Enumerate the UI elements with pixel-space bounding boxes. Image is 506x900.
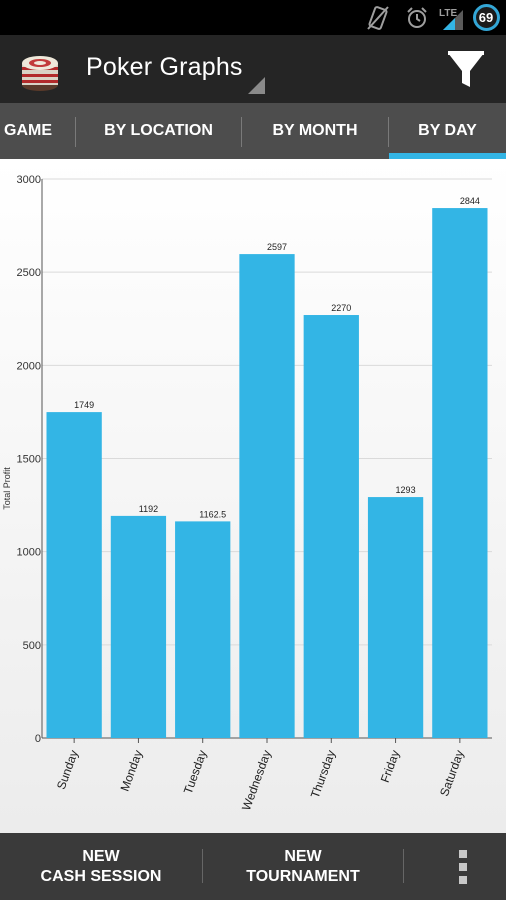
spinner-caret-icon[interactable]: [248, 77, 265, 94]
bar-sunday: [46, 412, 102, 738]
tab-by-day[interactable]: BY DAY: [418, 122, 477, 139]
poker-chips-icon[interactable]: [16, 45, 64, 93]
data-label: 1749: [74, 400, 94, 410]
data-label: 1293: [396, 485, 416, 495]
x-tick-label: Wednesday: [239, 748, 274, 812]
bar-wednesday: [239, 254, 295, 738]
y-tick-label: 500: [23, 640, 41, 652]
vibrate-icon: [362, 0, 394, 35]
bar-tuesday: [175, 521, 231, 738]
battery-level: 69: [472, 4, 500, 31]
new-tournament-line2: TOURNAMENT: [246, 867, 360, 885]
y-tick-label: 3000: [17, 174, 41, 186]
x-tick-label: Friday: [378, 748, 403, 784]
bar-saturday: [432, 208, 488, 738]
tab-by-location[interactable]: BY LOCATION: [104, 122, 213, 139]
signal-icon: LTE: [436, 0, 466, 35]
x-tick-label: Monday: [117, 748, 145, 793]
bar-friday: [367, 497, 424, 738]
bar-monday: [110, 515, 167, 738]
filter-button[interactable]: [444, 47, 488, 93]
y-tick-label: 2500: [17, 267, 41, 279]
new-tournament-line1: NEW: [284, 847, 322, 865]
data-label: 1162.5: [199, 509, 226, 519]
data-label: 2844: [460, 196, 480, 206]
data-label: 2597: [267, 242, 287, 252]
tab-divider: [388, 117, 389, 147]
x-tick-label: Tuesday: [181, 748, 210, 796]
data-label: 1192: [139, 504, 158, 514]
new-cash-session-button[interactable]: NEW CASH SESSION: [0, 833, 202, 900]
bar-thursday: [303, 315, 359, 738]
tab-bar: GAME BY LOCATION BY MONTH BY DAY: [0, 103, 506, 159]
tab-game[interactable]: GAME: [4, 122, 52, 139]
bottom-action-bar: NEW CASH SESSION NEW TOURNAMENT: [0, 833, 506, 900]
alarm-icon: [402, 0, 432, 35]
new-cash-session-line1: NEW: [82, 847, 120, 865]
overflow-menu-icon[interactable]: [452, 850, 474, 884]
y-tick-label: 1000: [17, 547, 41, 559]
tab-divider: [75, 117, 76, 147]
action-bar: Poker Graphs: [0, 35, 506, 103]
bottom-divider: [202, 849, 203, 883]
chart-area: 0 500 1000 1500 2000 2500 3000 Total Profit 1749…: [0, 159, 506, 833]
y-tick-label: 2000: [17, 360, 41, 372]
bottom-divider: [403, 849, 404, 883]
y-axis-title: Total Profit: [2, 467, 12, 510]
tab-divider: [241, 117, 242, 147]
new-tournament-button[interactable]: NEW TOURNAMENT: [203, 833, 403, 900]
tab-by-month[interactable]: BY MONTH: [272, 122, 358, 139]
filter-icon: [448, 51, 484, 87]
app-title[interactable]: Poker Graphs: [86, 53, 243, 81]
x-tick-label: Thursday: [308, 748, 338, 800]
network-type-label: LTE: [439, 8, 457, 19]
data-label: 2270: [331, 303, 351, 313]
selected-tab-indicator: [389, 153, 506, 159]
y-tick-label: 1500: [17, 454, 41, 466]
x-tick-label: Sunday: [54, 748, 81, 791]
y-tick-label: 0: [35, 733, 41, 745]
battery-icon: 69: [470, 0, 502, 35]
x-tick-label: Saturday: [437, 748, 467, 798]
bar-chart: 0 500 1000 1500 2000 2500 3000 Total Profit 1749…: [2, 174, 492, 812]
status-bar: LTE 69: [0, 0, 506, 35]
new-cash-session-line2: CASH SESSION: [40, 867, 162, 885]
